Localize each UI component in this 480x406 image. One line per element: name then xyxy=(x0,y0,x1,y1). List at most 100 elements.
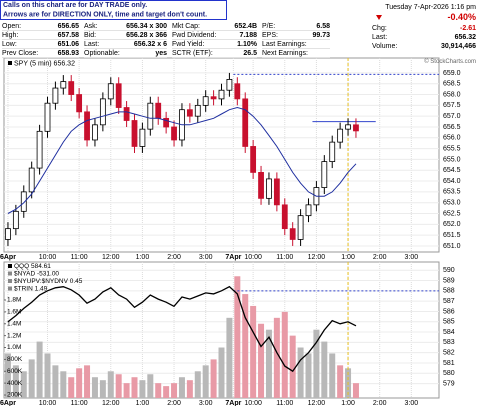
candle-body xyxy=(115,83,122,108)
x-tick-label: 2:00 xyxy=(167,400,181,406)
legend-swatch xyxy=(8,61,12,65)
quote-label: Low: xyxy=(2,41,17,48)
volume-bar xyxy=(258,323,265,398)
x-tick-label: 10:00 xyxy=(39,400,57,406)
x-tick-label: 2:00 xyxy=(167,254,181,261)
quote-value: 656.28 x 366 xyxy=(126,32,167,39)
quote-value: 658.93 xyxy=(58,50,80,57)
y-tick-label: 656.0 xyxy=(443,135,461,142)
candle-body xyxy=(5,228,11,240)
candle-body xyxy=(52,87,59,104)
y-tick-label: 588 xyxy=(443,288,455,295)
legend-swatch xyxy=(8,264,12,268)
volume-bar xyxy=(52,365,59,398)
candle-body xyxy=(202,96,209,106)
candle-body xyxy=(76,94,83,113)
qqq-line xyxy=(7,285,357,373)
volume-bar xyxy=(194,371,201,398)
candle-body xyxy=(242,98,249,147)
candle-body xyxy=(92,124,98,141)
y-tick-label: 651.5 xyxy=(443,232,461,239)
volume-bar xyxy=(337,365,344,398)
volume-bar xyxy=(329,353,336,398)
volume-bar xyxy=(123,383,130,398)
candle-body xyxy=(345,124,351,130)
y-tick-label: 658.5 xyxy=(443,81,461,88)
x-tick-label: 3:00 xyxy=(199,254,213,261)
x-tick-label: 10:00 xyxy=(39,254,57,261)
candle-body xyxy=(321,161,328,188)
candle-body xyxy=(60,81,67,89)
volume-tick-label: 1.4M xyxy=(7,320,21,327)
volume-bar xyxy=(107,371,114,398)
x-tick-label: 2:00 xyxy=(373,400,387,406)
x-tick-label: 3:00 xyxy=(199,400,213,406)
volume-bar xyxy=(218,347,225,398)
quote-value: 1.10% xyxy=(237,41,258,48)
candle-body xyxy=(147,102,154,130)
candle-body xyxy=(210,96,217,100)
y-tick-label: 589 xyxy=(443,277,455,284)
quote-label: Fwd Yield: xyxy=(172,41,204,48)
y-tick-label: 654.5 xyxy=(443,167,461,174)
candle-body xyxy=(329,141,336,162)
y-tick-label: 653.5 xyxy=(443,189,461,196)
x-tick-label: 7Apr xyxy=(225,400,241,406)
x-tick-label: 11:00 xyxy=(71,400,88,406)
volume-bar xyxy=(84,365,91,398)
x-tick-label: 10:00 xyxy=(244,254,262,261)
legend-text: $TRIN 1.49 xyxy=(14,286,48,293)
candle-body xyxy=(84,111,90,141)
volume-bar xyxy=(226,317,233,398)
legend-text: $NYUPV:$NYDNV 0.45 xyxy=(14,278,83,285)
volume-bar xyxy=(4,353,11,398)
volume-tick-label: 1.0M xyxy=(7,344,21,351)
y-tick-label: 655.0 xyxy=(443,156,461,163)
volume-bar xyxy=(313,329,320,398)
volume-bar xyxy=(202,365,209,398)
volume-bar xyxy=(289,335,296,398)
candle-body xyxy=(186,109,193,117)
volume-bar xyxy=(139,380,146,398)
x-tick-label: 6Apr xyxy=(0,254,16,261)
volume-bar xyxy=(178,377,185,398)
y-tick-label: 651.0 xyxy=(443,243,461,250)
volume-tick-label: 1.6M xyxy=(7,309,21,316)
y-tick-label: 590 xyxy=(443,267,455,274)
volume-bar xyxy=(297,347,304,398)
quote-value: 656.32 x 6 xyxy=(134,41,167,48)
volume-bar xyxy=(44,353,51,398)
quote-value: 656.65 xyxy=(58,23,80,30)
y-tick-label: 655.5 xyxy=(443,145,461,152)
y-tick-label: 659.0 xyxy=(443,70,461,77)
candle-body xyxy=(281,204,288,230)
volume-bar xyxy=(91,377,98,398)
volume-bar xyxy=(147,374,154,398)
candle-body xyxy=(155,102,162,119)
y-tick-label: 584 xyxy=(443,329,455,336)
quote-value: yes xyxy=(155,50,167,57)
candle-body xyxy=(258,172,264,199)
volume-bar xyxy=(36,341,43,398)
y-tick-label: 582 xyxy=(443,350,455,357)
quote-value: 652.4B xyxy=(234,23,257,30)
quote-value: 7.188 xyxy=(239,32,257,39)
candle-body xyxy=(226,79,233,91)
quote-label: Mkt Cap: xyxy=(172,23,200,30)
quote-value: 651.06 xyxy=(58,41,80,48)
stat-label: Last: xyxy=(372,34,387,41)
candle-body xyxy=(44,102,51,132)
y-tick-label: 583 xyxy=(443,339,455,346)
date: Tuesday 7-Apr-2026 1:16 pm xyxy=(385,4,476,11)
stat-value: -2.61 xyxy=(460,25,476,32)
x-tick-label: 1:00 xyxy=(341,400,355,406)
candle-body xyxy=(99,98,106,126)
volume-bar xyxy=(234,276,241,398)
legend-text: $NYAD -531.00 xyxy=(14,271,59,278)
legend-swatch xyxy=(8,279,12,283)
volume-tick-label: 1.8M xyxy=(7,297,21,304)
quote-label: Bid: xyxy=(84,32,96,39)
y-tick-label: 657.5 xyxy=(443,102,461,109)
quote-value: 99.73 xyxy=(312,32,330,39)
x-tick-label: 1:00 xyxy=(341,254,355,261)
